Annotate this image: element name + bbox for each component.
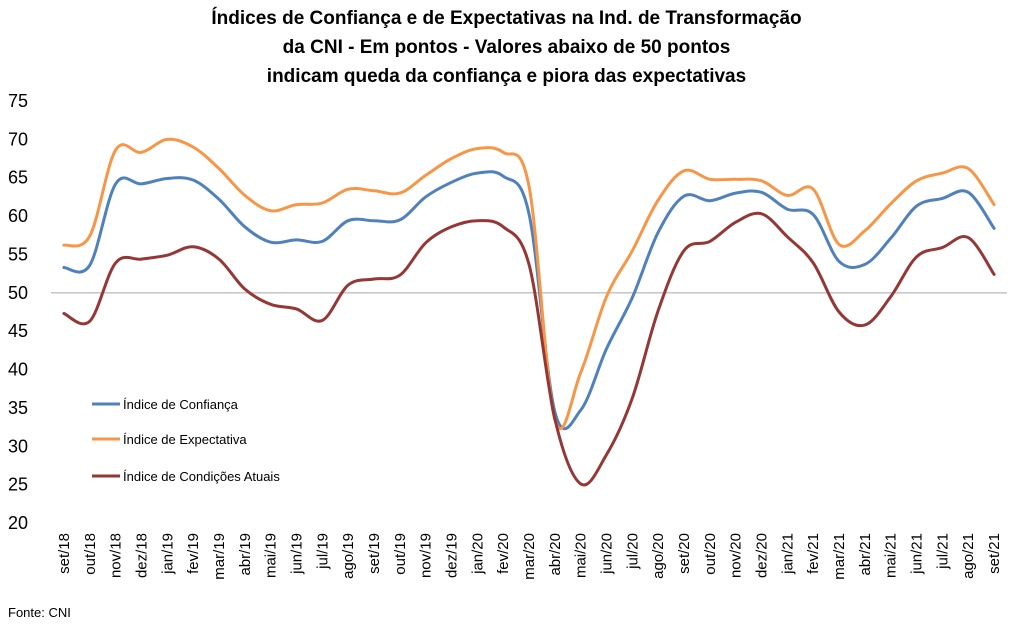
x-tick-label: nov/19	[418, 533, 435, 578]
x-tick-label: out/18	[82, 533, 99, 575]
x-tick-label: dez/18	[133, 533, 150, 578]
x-tick-label: dez/20	[754, 533, 771, 578]
x-tick-label: mar/19	[211, 533, 228, 580]
x-tick-label: ago/21	[960, 533, 977, 579]
y-tick-label: 30	[8, 436, 28, 456]
series-line-expectativa	[62, 137, 996, 431]
legend-entry-label: Índice de Confiança	[123, 397, 239, 412]
y-tick-label: 60	[8, 206, 28, 226]
x-tick-label: set/21	[986, 533, 1003, 574]
legend-entry-label: Índice de Condições Atuais	[123, 469, 280, 484]
y-tick-label: 25	[8, 475, 28, 495]
x-tick-label: ago/19	[340, 533, 357, 579]
y-tick-label: 20	[8, 513, 28, 533]
x-tick-label: jun/21	[909, 533, 926, 575]
x-tick-label: nov/18	[108, 533, 125, 578]
x-tick-label: abr/19	[237, 533, 254, 576]
x-tick-label: fev/19	[185, 533, 202, 574]
x-tick-label: jul/20	[624, 533, 641, 570]
x-tick-label: set/19	[366, 533, 383, 574]
y-tick-label: 70	[8, 129, 28, 149]
y-tick-label: 45	[8, 321, 28, 341]
x-tick-label: abr/21	[857, 533, 874, 576]
x-tick-label: jun/19	[288, 533, 305, 575]
x-tick-label: mar/21	[831, 533, 848, 580]
x-tick-label: fev/21	[805, 533, 822, 574]
x-tick-label: mar/20	[521, 533, 538, 580]
legend: Índice de Confiança Índice de Expectativa…	[92, 397, 280, 484]
legend-entry-label: Índice de Expectativa	[123, 432, 247, 447]
x-tick-label: fev/20	[495, 533, 512, 574]
x-tick-label: abr/20	[547, 533, 564, 576]
source-note: Fonte: CNI	[8, 605, 71, 620]
x-tick-label: set/20	[676, 533, 693, 574]
x-tick-label: out/19	[392, 533, 409, 575]
y-tick-label: 35	[8, 398, 28, 418]
x-tick-label: mai/19	[263, 533, 280, 578]
y-tick-label: 50	[8, 283, 28, 303]
chart-title-line-2: da CNI - Em pontos - Valores abaixo de 5…	[282, 37, 731, 58]
x-tick-label: jan/21	[779, 533, 796, 575]
y-tick-label: 40	[8, 360, 28, 380]
x-tick-label: jun/20	[599, 533, 616, 575]
x-tick-label: jan/20	[469, 533, 486, 575]
y-tick-label: 75	[8, 91, 28, 111]
x-tick-label: ago/20	[650, 533, 667, 579]
series-lines	[62, 137, 996, 487]
y-tick-label: 65	[8, 168, 28, 188]
x-tick-label: mai/21	[883, 533, 900, 578]
y-tick-label: 55	[8, 244, 28, 264]
chart-title: Índices de Confiança e de Expectativas n…	[0, 4, 1013, 91]
series-line-confianca	[62, 170, 996, 431]
x-tick-label: out/20	[702, 533, 719, 575]
chart-title-line-3: indicam queda da confiança e piora das e…	[266, 66, 747, 87]
x-tick-label: mai/20	[573, 533, 590, 578]
x-tick-label: set/18	[56, 533, 73, 574]
series-line-condicoes-atuais	[62, 211, 996, 487]
x-tick-label: jul/19	[314, 533, 331, 570]
chart-title-line-1: Índices de Confiança e de Expectativas n…	[211, 8, 802, 29]
x-tick-label: nov/20	[728, 533, 745, 578]
axes: 20 25 30 35 40 45 50 55 60 65 70 75 set/18 out/18 nov/…	[8, 91, 1007, 580]
x-tick-label: jul/21	[934, 533, 951, 570]
x-tick-label: jan/19	[159, 533, 176, 575]
x-tick-label: dez/19	[443, 533, 460, 578]
